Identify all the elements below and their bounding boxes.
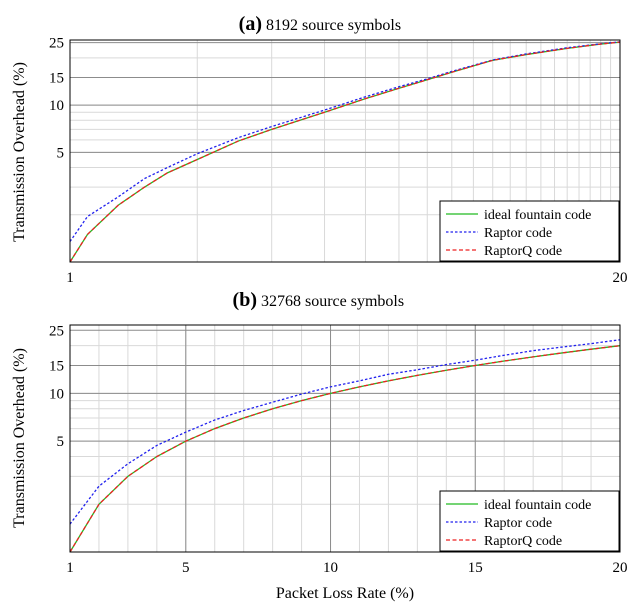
panel-a-title: 8192 source symbols: [266, 17, 401, 34]
panel-b-label: (b): [233, 289, 257, 311]
legend-box: [439, 200, 620, 262]
y-tick-label: 25: [49, 36, 64, 52]
legend-label: RaptorQ code: [484, 244, 562, 259]
series-line-ideal-fountain-code: [69, 41, 621, 263]
legend-label: Raptor code: [484, 516, 552, 531]
x-tick-label: 1: [66, 270, 74, 286]
y-tick-label: 10: [49, 386, 64, 402]
y-tick-label: 10: [49, 98, 64, 114]
legend-box: [439, 490, 620, 552]
legend-label: RaptorQ code: [484, 534, 562, 549]
plot-frame: [69, 39, 621, 263]
panel-b-title: 32768 source symbols: [261, 293, 404, 310]
legend-label: ideal fountain code: [484, 208, 591, 223]
y-tick-label: 5: [57, 145, 65, 161]
x-tick-label: 5: [182, 560, 190, 576]
y-tick-label: 5: [57, 434, 65, 450]
x-tick-label: 1: [66, 560, 74, 576]
x-tick-label: 15: [468, 560, 483, 576]
panel-b-ylabel: Transmission Overhead (%): [11, 348, 28, 528]
y-tick-label: 25: [49, 323, 64, 339]
x-tick-label: 10: [323, 560, 338, 576]
legend: ideal fountain code Raptor code RaptorQ co…: [439, 200, 620, 262]
series-line-raptor-code: [69, 339, 621, 525]
panel-a-ylabel: Transmission Overhead (%): [11, 62, 28, 242]
y-tick-label: 15: [49, 358, 64, 374]
plot-frame: [69, 324, 621, 553]
panel-b-xlabel: Packet Loss Rate (%): [276, 585, 414, 602]
legend: ideal fountain code Raptor code RaptorQ co…: [439, 490, 620, 552]
panel-a-label: (a): [239, 13, 262, 35]
x-tick-label: 20: [613, 560, 628, 576]
panel-a-plot: 5 10 15 25 1 20 ideal fountain code Raptor code…: [49, 36, 628, 286]
y-tick-label: 15: [49, 70, 64, 86]
legend-label: Raptor code: [484, 226, 552, 241]
legend-label: ideal fountain code: [484, 498, 591, 513]
x-tick-label: 20: [613, 270, 628, 286]
series-line-raptorq-code: [69, 345, 621, 553]
